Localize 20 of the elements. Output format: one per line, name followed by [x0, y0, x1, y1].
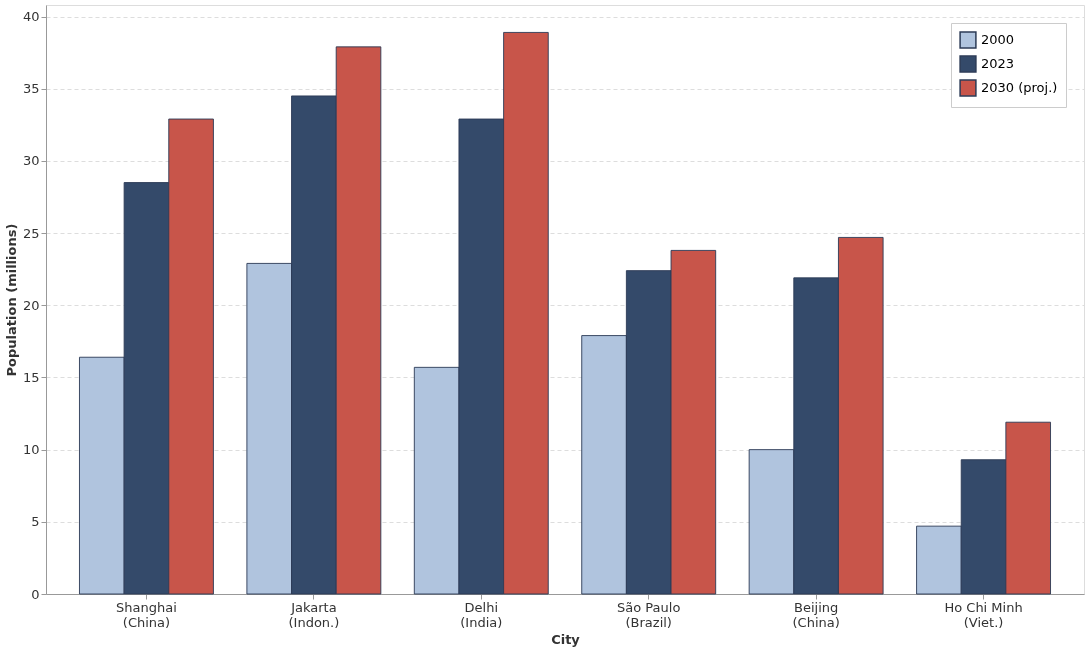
x-tick-label: Beijing (China) — [792, 599, 840, 630]
x-tick-label: São Paulo (Brazil) — [617, 599, 681, 630]
y-tick-label: 15 — [22, 369, 40, 385]
y-tick-label: 0 — [31, 586, 40, 602]
y-tick-label: 5 — [31, 514, 40, 530]
x-axis-title: City — [551, 631, 581, 647]
y-axis-title: Population (millions) — [3, 223, 19, 377]
y-tick-label: 30 — [22, 153, 40, 169]
y-tick-label: 35 — [22, 81, 40, 97]
y-tick-label: 40 — [22, 9, 40, 25]
y-tick-label: 20 — [22, 297, 40, 313]
x-tick-label: Ho Chi Minh (Viet.) — [944, 599, 1023, 630]
legend-label: 2030 (proj.) — [981, 80, 1058, 95]
x-tick-label: Delhi (India) — [460, 599, 503, 630]
legend-label: 2000 — [981, 32, 1015, 47]
x-tick-label: Shanghai (China) — [116, 599, 177, 630]
y-tick-label: 10 — [22, 442, 40, 458]
x-tick-label: Jakarta (Indon.) — [288, 599, 340, 630]
y-tick-label: 25 — [22, 225, 40, 241]
legend-label: 2023 — [981, 56, 1015, 71]
